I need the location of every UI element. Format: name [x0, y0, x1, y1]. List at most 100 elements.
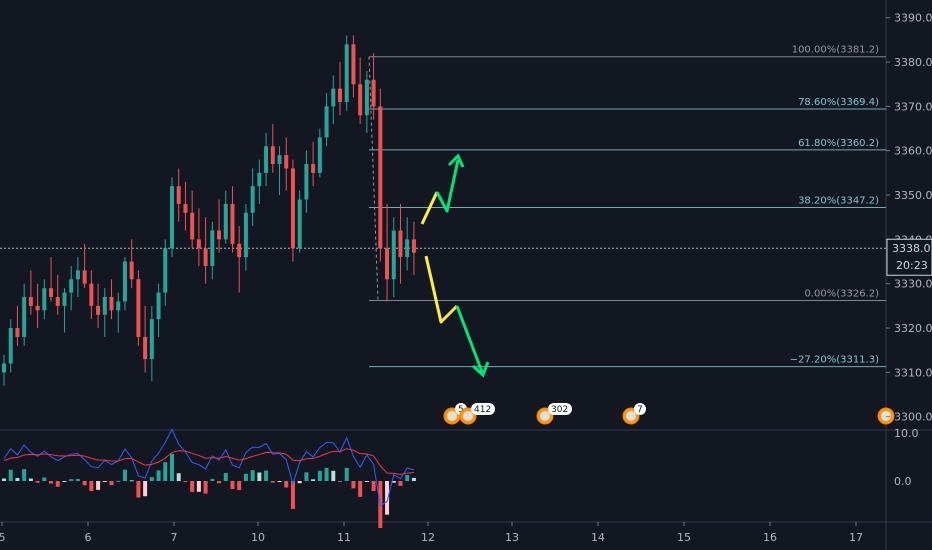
fib-level-label: 0.00%(3326.2) — [804, 289, 879, 300]
macd-histogram-bar — [22, 469, 27, 481]
projection-down-green — [455, 305, 484, 373]
event-badge[interactable] — [877, 407, 895, 425]
event-count: 7 — [637, 405, 643, 415]
flag-icon-inner — [447, 411, 457, 421]
macd-line — [3, 428, 415, 507]
candle-body — [2, 363, 6, 373]
macd-histogram-bar — [163, 462, 168, 481]
candle-body — [176, 186, 181, 204]
macd-histogram-bar — [385, 481, 390, 515]
date-tick-label: 14 — [591, 531, 605, 544]
candle-body — [297, 199, 302, 249]
macd-histogram-bar — [277, 481, 282, 482]
candle-body — [217, 230, 222, 240]
candle-body — [264, 146, 269, 173]
fib-level-label: 100.00%(3381.2) — [792, 45, 879, 56]
price-tick-label: 3320.0 — [894, 322, 932, 335]
candle-body — [116, 301, 121, 311]
projection-down-yellow — [424, 255, 459, 324]
price-tick-label: 3350.0 — [894, 189, 932, 202]
price-tick-label: 3370.0 — [894, 100, 932, 113]
event-badge[interactable]: 412 — [459, 403, 495, 425]
candle-body — [250, 186, 255, 213]
event-count-pill — [471, 403, 495, 415]
macd-histogram-bar — [317, 470, 322, 481]
date-tick-label: 13 — [505, 531, 519, 544]
date-tick-label: 10 — [251, 531, 265, 544]
macd-histogram-bar — [102, 481, 107, 482]
candlestick-series — [2, 35, 416, 386]
projection-down-arrowhead — [471, 361, 490, 378]
macd-histogram-bar — [203, 481, 208, 494]
macd-histogram-bar — [129, 480, 134, 482]
candle-body — [317, 137, 322, 173]
macd-signal-line — [3, 448, 414, 475]
macd-histogram-bar — [331, 470, 336, 481]
fib-level-label: 61.80%(3360.2) — [798, 138, 879, 149]
fib-level-label: 78.60%(3369.4) — [798, 97, 879, 108]
candle-body — [237, 243, 242, 258]
macd-histogram-bar — [2, 478, 6, 481]
macd-histogram-bar — [237, 481, 242, 491]
macd-histogram-bar — [75, 479, 80, 481]
candle-body — [156, 292, 161, 320]
event-badges[interactable]: 5 412 302 7 — [443, 403, 895, 425]
bar-countdown: 20:23 — [896, 259, 928, 272]
candle-body — [129, 261, 134, 280]
macd-histogram-bar — [62, 481, 67, 482]
candle-body — [8, 328, 13, 364]
macd-histogram-bar — [8, 469, 13, 481]
candle-body — [170, 186, 174, 249]
macd-histogram-bar — [96, 481, 101, 490]
macd-histogram-bar — [42, 477, 47, 481]
macd-histogram-bar — [183, 481, 188, 483]
macd-histogram-bar — [217, 481, 222, 484]
fibonacci-retracement[interactable]: 100.00%(3381.2) 78.60%(3369.4) 61.80%(3360… — [368, 45, 886, 368]
event-badge[interactable]: 5 — [443, 403, 467, 425]
candle-body — [102, 297, 107, 315]
candle-body — [304, 164, 309, 200]
candle-body — [364, 79, 369, 116]
macd-histogram-bar — [297, 481, 302, 484]
candle-body — [257, 172, 262, 187]
candle-body — [190, 212, 195, 240]
candle-body — [163, 248, 168, 293]
macd-histogram-bar — [250, 470, 255, 481]
candle-body — [196, 239, 201, 249]
macd-histogram-bar — [284, 481, 289, 488]
candle-body — [223, 203, 228, 240]
axes: 3390.03380.03370.03360.03350.03340.03330… — [0, 12, 932, 544]
date-tick-label: 16 — [763, 531, 777, 544]
date-tick-label: 17 — [849, 531, 863, 544]
macd-histogram-bar — [338, 481, 342, 482]
event-badge[interactable]: 7 — [622, 403, 646, 425]
macd-histogram-bar — [243, 473, 248, 481]
date-tick-label: 6 — [85, 531, 92, 544]
projection-up-green — [435, 159, 460, 213]
candle-body — [122, 261, 127, 302]
macd-histogram-bar — [149, 477, 154, 481]
candle-body — [270, 146, 275, 165]
date-tick-label: 15 — [677, 531, 691, 544]
candle-body — [89, 283, 94, 306]
macd-histogram-bar — [311, 479, 316, 481]
macd-histogram-bar — [190, 481, 195, 492]
event-count-pill — [548, 403, 572, 415]
macd-histogram-bar — [136, 481, 141, 498]
event-count: 412 — [474, 405, 491, 415]
candle-body — [411, 239, 416, 253]
macd-histogram-bar — [49, 481, 54, 484]
candle-body — [378, 106, 383, 249]
event-count-pill — [634, 403, 646, 415]
price-tick-label: 3310.0 — [894, 366, 932, 379]
event-badge[interactable]: 302 — [536, 403, 572, 425]
candle-body — [284, 155, 289, 169]
price-tick-label: 3380.0 — [894, 56, 932, 69]
candle-body — [324, 106, 329, 138]
candle-body — [62, 292, 67, 306]
candle-body — [42, 288, 47, 311]
candle-body — [277, 155, 282, 165]
